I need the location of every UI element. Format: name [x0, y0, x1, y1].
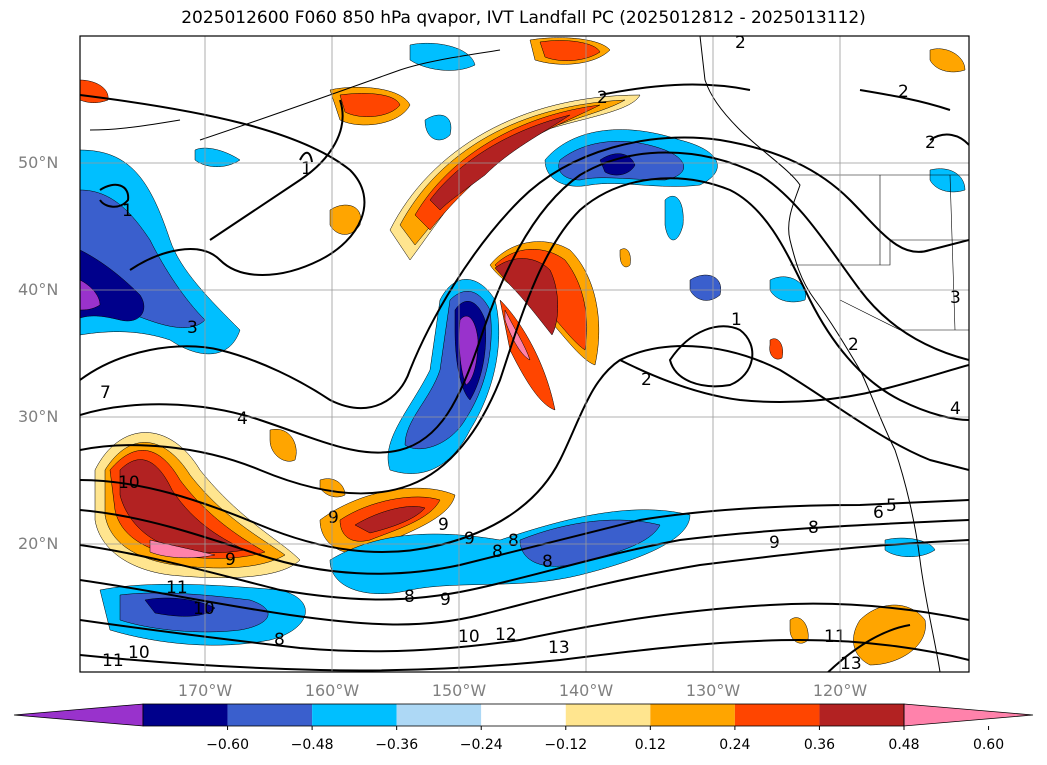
contour-label: 11 — [102, 651, 124, 671]
contour-label: 1 — [122, 201, 133, 221]
contour-label: 8 — [492, 542, 503, 562]
colorbar-tick-label: 0.36 — [803, 737, 836, 753]
contour-label: 13 — [548, 638, 570, 658]
colorbar-swatch — [650, 704, 735, 726]
map-frame — [79, 35, 970, 673]
contour-label: 6 — [873, 503, 884, 523]
contour-label: 9 — [328, 508, 339, 528]
contour-label: 2 — [925, 133, 936, 153]
colorbar-swatch — [734, 704, 820, 726]
lon-label-150w: 150°W — [431, 681, 487, 700]
contour-label: 8 — [542, 552, 553, 572]
lon-label-120w: 120°W — [812, 681, 868, 700]
aleutian-islands — [89, 49, 501, 141]
contour-label: 11 — [166, 578, 188, 598]
colorbar-tick-label: 0.60 — [972, 737, 1005, 753]
colorbar-extend-low — [13, 703, 144, 727]
contour-label: 3 — [950, 288, 961, 308]
contour-label: 3 — [187, 318, 198, 338]
contour-label: 2 — [898, 82, 909, 102]
contour-label: 9 — [464, 529, 475, 549]
lat-label-20n: 20°N — [18, 534, 59, 553]
graticule — [80, 36, 969, 672]
contour-label: 2 — [848, 335, 859, 355]
contour-label: 1 — [301, 159, 312, 179]
ivt-contours — [80, 83, 969, 672]
contour-label: 2 — [735, 33, 746, 53]
colorbar-tick-label: 0.48 — [888, 737, 920, 753]
lat-label-50n: 50°N — [18, 153, 59, 172]
colorbar-swatch — [143, 704, 228, 726]
contour-label: 10 — [128, 643, 150, 663]
colorbar-frame — [142, 703, 905, 727]
contour-label: 7 — [100, 383, 111, 403]
colorbar-tick-label: −0.36 — [375, 737, 419, 753]
colorbar-swatch — [227, 704, 313, 726]
contour-label: 9 — [769, 533, 780, 553]
colorbar-tick-label: −0.48 — [290, 737, 334, 753]
colorbar-extend-high — [903, 703, 1034, 727]
contour-label: 9 — [225, 550, 236, 570]
contour-label: 8 — [508, 531, 519, 551]
contour-label: 11 — [824, 627, 846, 647]
contour-label: 9 — [440, 590, 451, 610]
contour-label: 9 — [438, 515, 449, 535]
contour-label: 5 — [886, 496, 897, 516]
contour-label: 4 — [950, 399, 961, 419]
lon-label-130w: 130°W — [685, 681, 741, 700]
contour-label: 10 — [458, 627, 480, 647]
contour-label: 8 — [808, 518, 819, 538]
north-america-coastline — [699, 36, 969, 672]
colorbar-swatch — [481, 704, 566, 726]
contour-label: 10 — [193, 599, 215, 619]
plot-title: 2025012600 F060 850 hPa qvapor, IVT Land… — [181, 8, 866, 28]
colorbar-tick-label: 0.24 — [719, 737, 751, 753]
contour-label: 2 — [641, 370, 652, 390]
contour-labels: 2 2 2 2 1 1 1 3 3 2 2 4 4 7 10 9 9 8 8 9… — [100, 33, 961, 674]
contour-label: 8 — [404, 587, 415, 607]
lon-label-170w: 170°W — [177, 681, 233, 700]
lat-label-40n: 40°N — [18, 280, 59, 299]
colorbar — [13, 703, 1034, 730]
contour-label: 2 — [597, 88, 608, 108]
colorbar-tick-label: −0.24 — [459, 737, 503, 753]
contour-label: 8 — [274, 630, 285, 650]
colorbar-tick-label: 0.12 — [634, 737, 666, 753]
colorbar-swatch — [565, 704, 651, 726]
lon-label-140w: 140°W — [558, 681, 614, 700]
colorbar-tick-label: −0.12 — [544, 737, 588, 753]
contour-label: 1 — [731, 310, 742, 330]
lon-label-160w: 160°W — [304, 681, 360, 700]
colorbar-tick-label: −0.60 — [206, 737, 249, 753]
colorbar-swatch — [312, 704, 397, 726]
lat-label-30n: 30°N — [18, 407, 59, 426]
contour-label: 4 — [237, 409, 248, 429]
colorbar-swatch — [396, 704, 482, 726]
contour-label: 10 — [118, 473, 140, 493]
colorbar-swatch — [819, 704, 904, 726]
contour-label: 13 — [840, 654, 862, 674]
contour-label: 12 — [495, 625, 517, 645]
